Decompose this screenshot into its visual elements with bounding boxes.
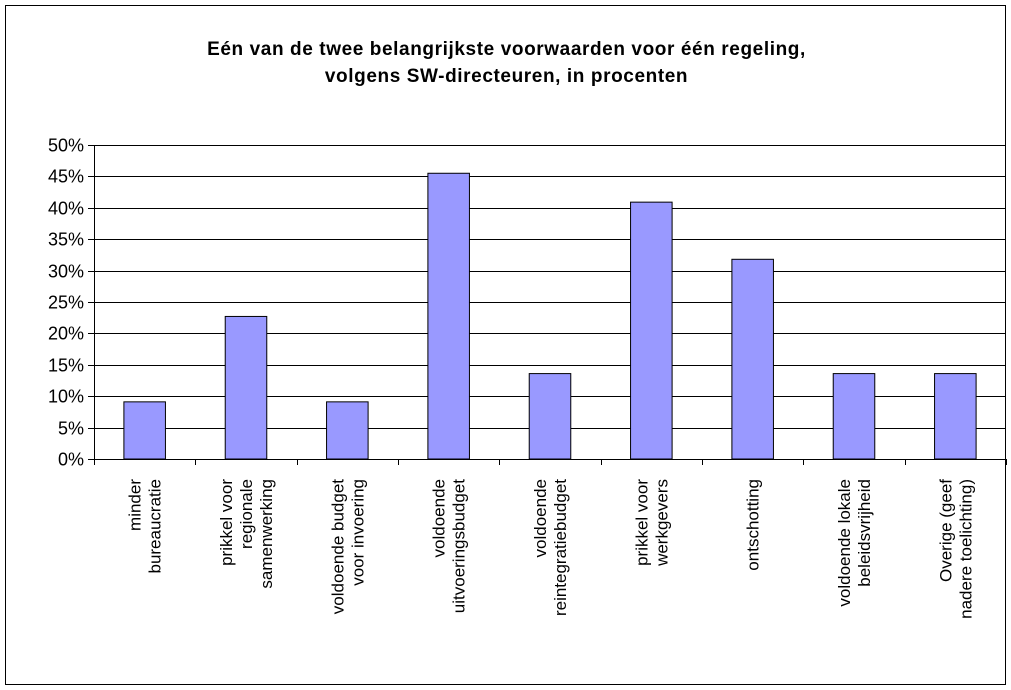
x-category-label: minderbureaucratie <box>126 479 165 574</box>
y-tick-label: 35% <box>48 230 84 250</box>
x-category-label-line: voldoende <box>531 479 550 557</box>
x-category-label-line: prikkel voor <box>217 479 236 566</box>
x-category-label: prikkel voorwerkgevers <box>632 479 671 567</box>
x-category-label-line: werkgevers <box>652 479 671 567</box>
bar <box>832 373 876 460</box>
y-tick-label: 30% <box>48 262 84 282</box>
bar <box>427 172 470 460</box>
bar <box>224 315 268 460</box>
chart-title: Eén van de twee belangrijkste voorwaarde… <box>207 39 806 87</box>
x-category-label-line: bureaucratie <box>146 479 165 574</box>
x-category-label-line: voldoende lokale <box>835 479 854 607</box>
x-category-label: voldoendeuitvoeringsbudget <box>430 479 469 613</box>
x-category-label: Overige (geefnadere toelichting) <box>936 479 975 619</box>
x-category-label: voldoende budgetvoor invoering <box>328 479 367 614</box>
x-category-label-line: ontschotting <box>744 479 763 571</box>
bar <box>123 401 166 460</box>
bar <box>630 201 673 460</box>
y-tick-label: 15% <box>48 356 84 376</box>
x-category-label-line: prikkel voor <box>632 479 651 566</box>
x-category-label: ontschotting <box>744 479 763 571</box>
y-tick-label: 0% <box>58 450 84 470</box>
x-category-label-line: uitvoeringsbudget <box>450 479 469 613</box>
bar <box>528 373 572 460</box>
bar <box>326 401 369 460</box>
y-tick-label: 40% <box>48 199 84 219</box>
y-tick-label: 25% <box>48 293 84 313</box>
y-tick-label: 50% <box>48 136 84 156</box>
x-category-label-line: minder <box>126 479 145 531</box>
y-tick-label: 20% <box>48 324 84 344</box>
x-category-label-line: voldoende <box>430 479 449 557</box>
x-category-label-line: voor invoering <box>348 479 367 586</box>
x-category-label-line: samenwerking <box>257 479 276 589</box>
bar <box>731 258 774 460</box>
x-category-label: prikkel voorregionalesamenwerking <box>217 479 276 589</box>
x-category-label-line: nadere toelichting) <box>956 479 975 619</box>
x-category-label: voldoende lokalebeleidsvrijheid <box>835 479 874 607</box>
x-category-label-line: regionale <box>237 479 256 549</box>
y-tick-label: 45% <box>48 167 84 187</box>
y-tick-label: 5% <box>58 419 84 439</box>
x-category-label-line: reintegratiebudget <box>551 479 570 616</box>
x-category-label-line: beleidsvrijheid <box>855 479 874 587</box>
chart-frame: Eén van de twee belangrijkste voorwaarde… <box>5 5 1006 685</box>
x-category-label-line: Overige (geef <box>936 479 955 582</box>
bar <box>934 373 977 460</box>
x-category-label: voldoendereintegratiebudget <box>531 479 570 616</box>
y-tick-label: 10% <box>48 387 84 407</box>
x-category-label-line: voldoende budget <box>328 479 347 614</box>
